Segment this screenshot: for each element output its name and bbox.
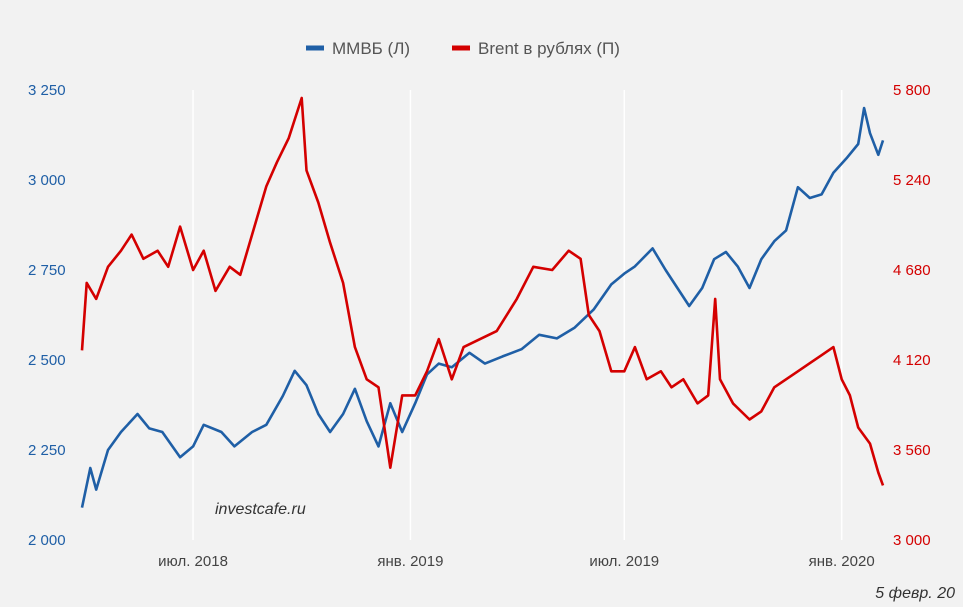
left-tick-label: 2 750 — [28, 262, 66, 279]
left-tick-label: 2 250 — [28, 442, 66, 459]
legend-label: ММВБ (Л) — [332, 39, 410, 58]
x-axis-ticks: июл. 2018 янв. 2019 июл. 2019 янв. 2020 — [158, 553, 875, 570]
legend: ММВБ (Л) Brent в рублях (П) — [306, 39, 620, 58]
x-tick-label: янв. 2020 — [809, 553, 875, 570]
right-axis-ticks: 3 000 3 560 4 120 4 680 5 240 5 800 — [893, 82, 931, 549]
legend-label: Brent в рублях (П) — [478, 39, 620, 58]
x-tick-label: янв. 2019 — [377, 553, 443, 570]
right-tick-label: 5 800 — [893, 82, 931, 99]
x-tick-label: июл. 2018 — [158, 553, 228, 570]
right-tick-label: 3 560 — [893, 442, 931, 459]
left-tick-label: 2 500 — [28, 352, 66, 369]
x-tick-label: июл. 2019 — [589, 553, 659, 570]
right-tick-label: 4 680 — [893, 262, 931, 279]
left-tick-label: 2 000 — [28, 532, 66, 549]
left-tick-label: 3 000 — [28, 172, 66, 189]
right-tick-label: 4 120 — [893, 352, 931, 369]
series-lines — [80, 96, 885, 508]
series-line-0 — [80, 106, 885, 508]
date-note: 5 февр. 20 — [875, 585, 955, 602]
left-tick-label: 3 250 — [28, 82, 66, 99]
series-line-1 — [80, 96, 885, 486]
right-tick-label: 5 240 — [893, 172, 931, 189]
left-axis-ticks: 2 000 2 250 2 500 2 750 3 000 3 250 — [28, 82, 66, 549]
watermark-text: investcafe.ru — [215, 501, 306, 518]
right-tick-label: 3 000 — [893, 532, 931, 549]
grid-lines — [192, 90, 843, 540]
